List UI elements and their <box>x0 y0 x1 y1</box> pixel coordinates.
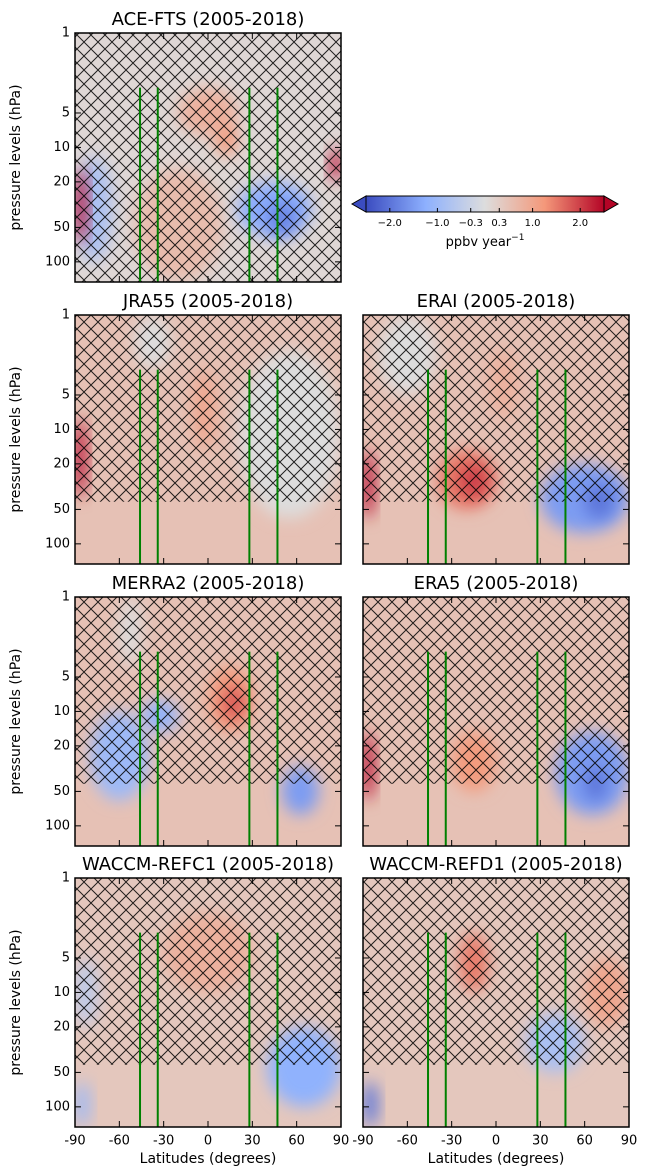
colorbar-extend-high <box>603 195 620 213</box>
y-axis-label: pressure levels (hPa) <box>8 84 24 230</box>
panel: MERRA2 (2005-2018) 1 5 10 20 50 100 pressure le… <box>8 573 342 847</box>
y-tick-label: 10 <box>53 422 70 437</box>
panel: JRA55 (2005-2018) 1 5 10 20 50 100 pressure lev… <box>8 291 342 565</box>
panel-title: WACCM-REFC1 (2005-2018) <box>82 854 334 875</box>
x-axis-label: Latitudes (degrees) <box>140 1151 277 1167</box>
field <box>363 315 629 564</box>
y-tick-label: 10 <box>53 704 70 719</box>
field <box>75 878 341 1127</box>
x-tick-label: 90 <box>333 1134 350 1149</box>
y-tick-label: 10 <box>53 140 70 155</box>
y-tick-label: 50 <box>53 220 70 235</box>
y-tick-label: 100 <box>45 818 70 833</box>
x-tick-label: -90 <box>64 1134 85 1149</box>
significance-hatch <box>75 315 341 502</box>
panel-title: ACE-FTS (2005-2018) <box>112 9 305 30</box>
field <box>75 597 341 846</box>
colorbar <box>365 195 605 213</box>
y-tick-label: 5 <box>62 669 70 684</box>
panel-title: ERA5 (2005-2018) <box>414 573 579 594</box>
y-axis-label: pressure levels (hPa) <box>8 648 24 794</box>
y-tick-label: 20 <box>53 174 70 189</box>
y-tick-label: 20 <box>53 1019 70 1034</box>
field <box>75 33 341 282</box>
y-axis-label: pressure levels (hPa) <box>8 929 24 1075</box>
x-tick-label: -60 <box>109 1134 130 1149</box>
x-tick-label: 0 <box>204 1134 212 1149</box>
panel-title: JRA55 (2005-2018) <box>122 291 293 312</box>
colorbar-tick-label: −0.3 <box>459 218 483 229</box>
panel: ERAI (2005-2018) <box>362 291 630 565</box>
x-tick-label: -30 <box>153 1134 174 1149</box>
panel: WACCM-REFC1 (2005-2018) -90 -60 -30 0 30 60 90 1… <box>8 854 349 1167</box>
y-axis-label: pressure levels (hPa) <box>8 366 24 512</box>
trend-blob <box>363 1081 378 1127</box>
significance-hatch <box>363 315 629 502</box>
colorbar-label-text: ppbv year <box>446 235 512 250</box>
colorbar-label-exponent: −1 <box>511 233 524 243</box>
colorbar-extend-low <box>350 195 367 213</box>
x-tick-label: -90 <box>352 1134 373 1149</box>
x-axis-label: Latitudes (degrees) <box>428 1151 565 1167</box>
y-tick-label: 1 <box>62 308 70 323</box>
panel-title: MERRA2 (2005-2018) <box>112 573 305 594</box>
significance-hatch <box>363 597 629 784</box>
y-tick-label: 1 <box>62 590 70 605</box>
x-tick-label: 60 <box>576 1134 593 1149</box>
panel-title: WACCM-REFD1 (2005-2018) <box>369 854 622 875</box>
significance-hatch <box>75 597 341 784</box>
x-tick-label: 0 <box>492 1134 500 1149</box>
y-tick-label: 100 <box>45 1099 70 1114</box>
significance-hatch <box>363 878 629 1065</box>
y-tick-label: 50 <box>53 1065 70 1080</box>
x-tick-label: 90 <box>621 1134 638 1149</box>
panel-title: ERAI (2005-2018) <box>417 291 576 312</box>
y-tick-label: 20 <box>53 456 70 471</box>
colorbar-tick-label: −2.0 <box>378 218 402 229</box>
colorbar-tick-label: 1.0 <box>525 218 541 229</box>
y-tick-label: 5 <box>62 105 70 120</box>
colorbar-tick-label: 0.3 <box>491 218 507 229</box>
y-tick-label: 5 <box>62 387 70 402</box>
y-tick-label: 1 <box>62 871 70 886</box>
y-tick-label: 20 <box>53 738 70 753</box>
y-tick-label: 1 <box>62 26 70 41</box>
y-tick-label: 100 <box>45 254 70 269</box>
colorbar-tick-label: −1.0 <box>425 218 449 229</box>
x-tick-label: -30 <box>441 1134 462 1149</box>
panel: WACCM-REFD1 (2005-2018) -90 -60 -30 0 30 60 90 L… <box>352 854 637 1167</box>
x-tick-label: 30 <box>532 1134 549 1149</box>
y-tick-label: 50 <box>53 502 70 517</box>
colorbar-label: ppbv year−1 <box>446 233 525 250</box>
y-tick-label: 50 <box>53 784 70 799</box>
y-tick-label: 10 <box>53 985 70 1000</box>
field <box>363 878 629 1127</box>
x-tick-label: -60 <box>397 1134 418 1149</box>
panel: ACE-FTS (2005-2018) 1 5 10 20 50 100 pressure l… <box>8 9 342 283</box>
trend-blob <box>75 1081 90 1127</box>
panel: ERA5 (2005-2018) <box>362 573 630 847</box>
significance-hatch <box>75 878 341 1065</box>
x-tick-label: 30 <box>244 1134 261 1149</box>
field <box>363 597 629 846</box>
field <box>75 315 341 564</box>
x-tick-label: 60 <box>288 1134 305 1149</box>
colorbar-tick-label: 2.0 <box>572 218 588 229</box>
significance-hatch <box>75 33 341 282</box>
y-tick-label: 100 <box>45 536 70 551</box>
y-tick-label: 5 <box>62 950 70 965</box>
